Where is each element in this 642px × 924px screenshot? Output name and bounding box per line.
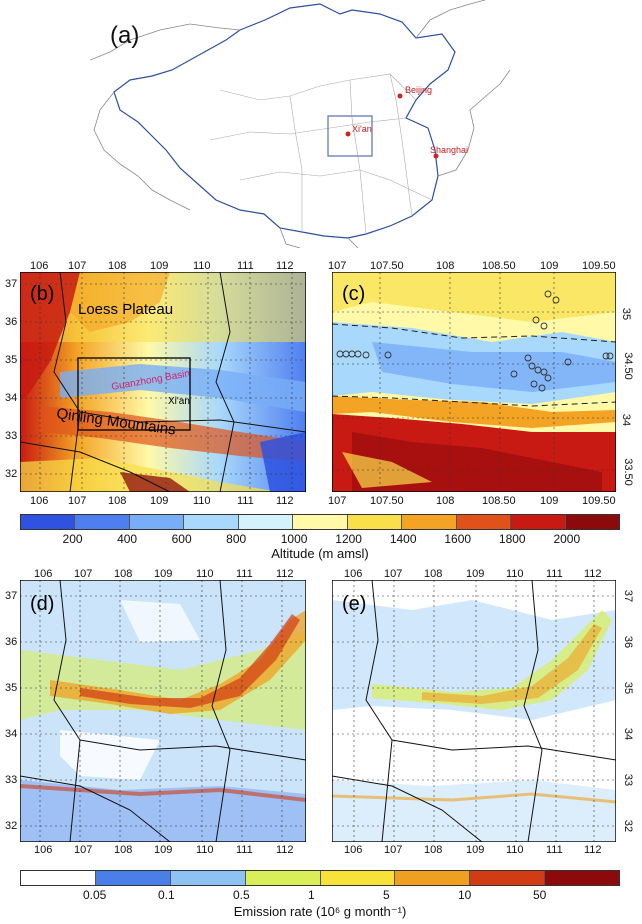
panel-d: 106 107 108 109 110 111 112 37 36 35 34 … xyxy=(0,566,318,861)
colorbar-tick-label: 800 xyxy=(226,532,247,546)
y-tick: 33 xyxy=(5,430,18,442)
x-tick: 108 xyxy=(108,260,127,272)
panel-c-label: (c) xyxy=(342,283,365,305)
colorbar-tick-label: 1800 xyxy=(498,532,526,546)
colorbar-tick-label: 5 xyxy=(383,888,390,902)
emission-colorbar: 0.05 0.1 0.5 1 5 10 50 Emission rate (10⁶ g mo… xyxy=(20,868,620,922)
x-tick: 109 xyxy=(150,260,169,272)
colorbar-swatch xyxy=(184,515,239,529)
emission-colorbar-swatches xyxy=(20,870,620,886)
colorbar-tick-label: 1000 xyxy=(280,532,308,546)
colorbar-tick-label: 10 xyxy=(458,888,472,902)
panel-e-label: (e) xyxy=(342,593,366,615)
loess-plateau-label: Loess Plateau xyxy=(78,301,173,318)
colorbar-tick-label: 1400 xyxy=(389,532,417,546)
city-label-shanghai: Shanghai xyxy=(430,145,468,155)
colorbar-swatch xyxy=(470,871,546,885)
city-label-xian: Xi'an xyxy=(352,124,372,134)
xian-label: Xi'an xyxy=(168,396,190,407)
colorbar-swatch xyxy=(293,515,348,529)
colorbar-tick-label: 1600 xyxy=(444,532,472,546)
colorbar-swatch xyxy=(545,871,619,885)
colorbar-swatch xyxy=(320,871,396,885)
y-tick: 36 xyxy=(5,316,18,328)
y-tick: 35 xyxy=(5,354,18,366)
x-tick: 111 xyxy=(237,260,254,272)
colorbar-tick-label: 0.5 xyxy=(233,888,250,902)
xian-marker xyxy=(345,131,351,137)
altitude-map-zoomed: (c) xyxy=(332,272,616,492)
colorbar-swatch xyxy=(238,515,294,529)
altitude-colorbar-swatches xyxy=(20,514,620,530)
panel-a: (a) Beijing Xi'an Shanghai xyxy=(89,0,550,249)
china-outline-map: Beijing Xi'an Shanghai xyxy=(89,0,511,249)
colorbar-swatch xyxy=(456,515,512,529)
altitude-colorbar: 200 400 600 800 1000 1200 1400 1600 1800 2000 Alt… xyxy=(20,512,620,562)
colorbar-swatch xyxy=(511,515,566,529)
y-tick: 34 xyxy=(5,392,18,404)
panel-c: 107 107.50 108 108.50 109 109.50 xyxy=(328,260,634,507)
station-markers xyxy=(336,290,614,392)
panel-b-label: (b) xyxy=(30,283,54,305)
colorbar-swatch xyxy=(21,515,76,529)
colorbar-swatch xyxy=(170,871,246,885)
panel-e: 106 107 108 109 110 111 112 (e) xyxy=(326,566,642,861)
colorbar-tick-label: 1 xyxy=(308,888,315,902)
colorbar-tick-label: 0.05 xyxy=(83,888,107,902)
colorbar-swatch xyxy=(75,515,130,529)
colorbar-tick-label: 50 xyxy=(533,888,547,902)
x-tick: 107 xyxy=(68,260,87,272)
colorbar-tick-label: 400 xyxy=(117,532,138,546)
emission-map-e: (e) xyxy=(332,580,616,842)
colorbar-swatch xyxy=(21,871,96,885)
panel-a-label: (a) xyxy=(110,22,140,49)
colorbar-tick-label: 600 xyxy=(171,532,192,546)
y-tick: 32 xyxy=(5,468,18,480)
altitude-map-large: (b) Loess Plateau Guanzhong Basin Xi'an … xyxy=(20,272,306,492)
colorbar-tick-label: 1200 xyxy=(335,532,362,546)
colorbar-swatch xyxy=(565,515,619,529)
beijing-marker xyxy=(397,93,403,99)
colorbar-swatch xyxy=(347,515,403,529)
shanghai-marker xyxy=(433,153,439,159)
study-region-box xyxy=(327,115,373,157)
guanzhong-box xyxy=(77,357,191,431)
altitude-colorbar-title: Altitude (m amsl) xyxy=(271,546,369,561)
colorbar-swatch xyxy=(129,515,185,529)
city-label-beijing: Beijing xyxy=(405,85,432,95)
emission-colorbar-title: Emission rate (10⁶ g month⁻¹) xyxy=(233,904,407,919)
panel-d-label: (d) xyxy=(30,593,54,615)
panel-b: 106 107 108 109 110 111 112 37 36 35 34 … xyxy=(0,256,318,511)
emission-map-d: (d) xyxy=(20,580,306,842)
x-tick: 106 xyxy=(30,260,49,272)
colorbar-swatch xyxy=(402,515,457,529)
colorbar-swatch xyxy=(95,871,171,885)
y-tick: 37 xyxy=(5,278,18,290)
colorbar-swatch xyxy=(245,871,321,885)
colorbar-tick-label: 2000 xyxy=(553,532,581,546)
x-tick: 112 xyxy=(276,260,294,272)
x-tick: 110 xyxy=(193,260,211,272)
colorbar-tick-label: 200 xyxy=(62,532,83,546)
colorbar-tick-label: 0.1 xyxy=(158,888,175,902)
colorbar-swatch xyxy=(395,871,471,885)
